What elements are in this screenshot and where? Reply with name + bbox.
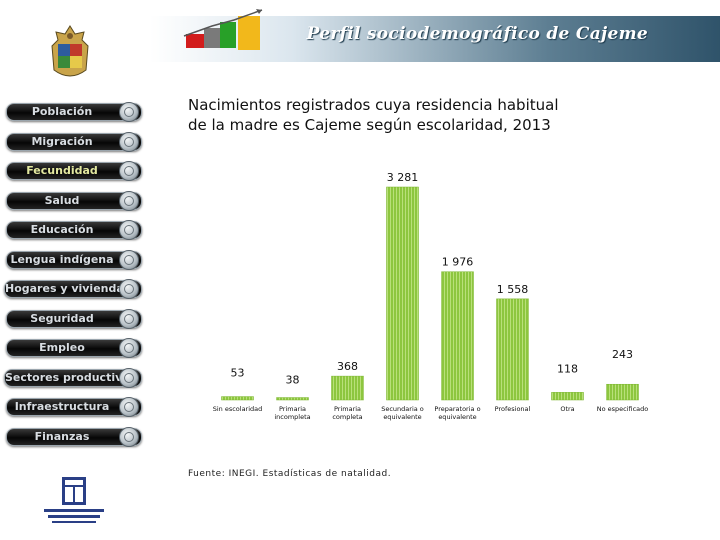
nav-knob-icon bbox=[119, 397, 139, 417]
data-label: 38 bbox=[286, 374, 300, 387]
chart-title-line: de la madre es Cajeme según escolaridad,… bbox=[188, 116, 551, 134]
bar bbox=[551, 392, 584, 401]
nav-item-label: Población bbox=[31, 105, 93, 118]
nav-knob-icon bbox=[119, 249, 139, 270]
nav-item-lengua-indigena[interactable]: Lengua indígena bbox=[6, 249, 142, 270]
category-label: equivalente bbox=[383, 413, 421, 421]
bar bbox=[441, 271, 474, 401]
nav-item-infraestructura[interactable]: Infraestructura bbox=[6, 397, 142, 417]
nav-item-seguridad[interactable]: Seguridad bbox=[6, 308, 142, 329]
nav-knob-icon bbox=[119, 102, 139, 122]
source-note: Fuente: INEGI. Estadísticas de natalidad… bbox=[188, 469, 392, 479]
chart-title: Nacimientos registrados cuya residencia … bbox=[188, 95, 618, 135]
inegi-logo-icon bbox=[44, 477, 104, 523]
nav-item-label: Fecundidad bbox=[26, 164, 98, 177]
category-label: Otra bbox=[560, 405, 574, 413]
category-label: Sin escolaridad bbox=[213, 405, 263, 413]
data-label: 3 281 bbox=[387, 171, 419, 184]
nav-item-migracion[interactable]: Migración bbox=[6, 131, 142, 152]
nav-item-finanzas[interactable]: Finanzas bbox=[6, 426, 142, 447]
nav-item-fecundidad[interactable]: Fecundidad bbox=[6, 161, 142, 181]
nav-item-label: Infraestructura bbox=[14, 400, 110, 413]
nav-item-label: Migración bbox=[31, 134, 93, 148]
data-label: 118 bbox=[557, 362, 578, 375]
data-label: 368 bbox=[337, 360, 358, 373]
nav-item-label: Lengua indígena bbox=[10, 252, 114, 266]
bar bbox=[276, 397, 309, 401]
nav-item-label: Finanzas bbox=[34, 429, 90, 443]
data-label: 1 558 bbox=[497, 283, 529, 296]
nav-item-educacion[interactable]: Educación bbox=[6, 220, 142, 240]
category-label: Primaria bbox=[279, 405, 306, 413]
nav-item-salud[interactable]: Salud bbox=[6, 190, 142, 211]
nav-knob-icon bbox=[119, 426, 139, 447]
nav-item-label: Empleo bbox=[39, 341, 85, 354]
category-label: completa bbox=[332, 413, 362, 421]
category-label: Preparatoria o bbox=[434, 405, 480, 413]
category-label: incompleta bbox=[274, 413, 310, 421]
data-label: 53 bbox=[231, 367, 245, 380]
nav-item-label: Salud bbox=[44, 193, 80, 207]
nav-item-label: Sectores productivos bbox=[5, 370, 137, 384]
category-label: equivalente bbox=[438, 413, 476, 421]
nav-knob-icon bbox=[119, 279, 139, 299]
category-label: Profesional bbox=[495, 405, 531, 413]
nav-knob-icon bbox=[119, 367, 139, 388]
nav-knob-icon bbox=[119, 220, 139, 240]
bar bbox=[496, 298, 529, 401]
bar bbox=[331, 375, 364, 401]
nav-item-empleo[interactable]: Empleo bbox=[6, 338, 142, 358]
nav-knob-icon bbox=[119, 190, 139, 211]
chart-title-line: Nacimientos registrados cuya residencia … bbox=[188, 96, 559, 114]
bar bbox=[386, 186, 419, 401]
nav-knob-icon bbox=[119, 308, 139, 329]
data-label: 1 976 bbox=[442, 256, 474, 269]
page-title: Perfil sociodemográfico de Cajeme bbox=[306, 24, 648, 44]
category-label: Secundaria o bbox=[381, 405, 424, 413]
nav-knob-icon bbox=[119, 338, 139, 358]
coat-of-arms-icon bbox=[51, 25, 89, 77]
sidebar-nav: Población Migración Fecundidad Salud Educaci… bbox=[0, 0, 150, 540]
nav-item-poblacion[interactable]: Población bbox=[6, 102, 142, 122]
nav-item-sectores-productivos[interactable]: Sectores productivos bbox=[4, 367, 142, 388]
nav-knob-icon bbox=[119, 161, 139, 181]
nav-item-label: Seguridad bbox=[30, 311, 94, 325]
nav-item-hogares-y-vivienda[interactable]: Hogares y vivienda bbox=[4, 279, 142, 299]
nav-item-label: Educación bbox=[30, 223, 94, 236]
bar-chart-logo-icon bbox=[183, 9, 263, 50]
bar bbox=[221, 396, 254, 401]
bar bbox=[606, 383, 639, 401]
category-label: No especificado bbox=[597, 405, 649, 413]
data-label: 243 bbox=[612, 348, 633, 361]
category-label: Primaria bbox=[334, 405, 361, 413]
nav-item-label: Hogares y vivienda bbox=[5, 282, 124, 295]
nav-knob-icon bbox=[119, 131, 139, 152]
